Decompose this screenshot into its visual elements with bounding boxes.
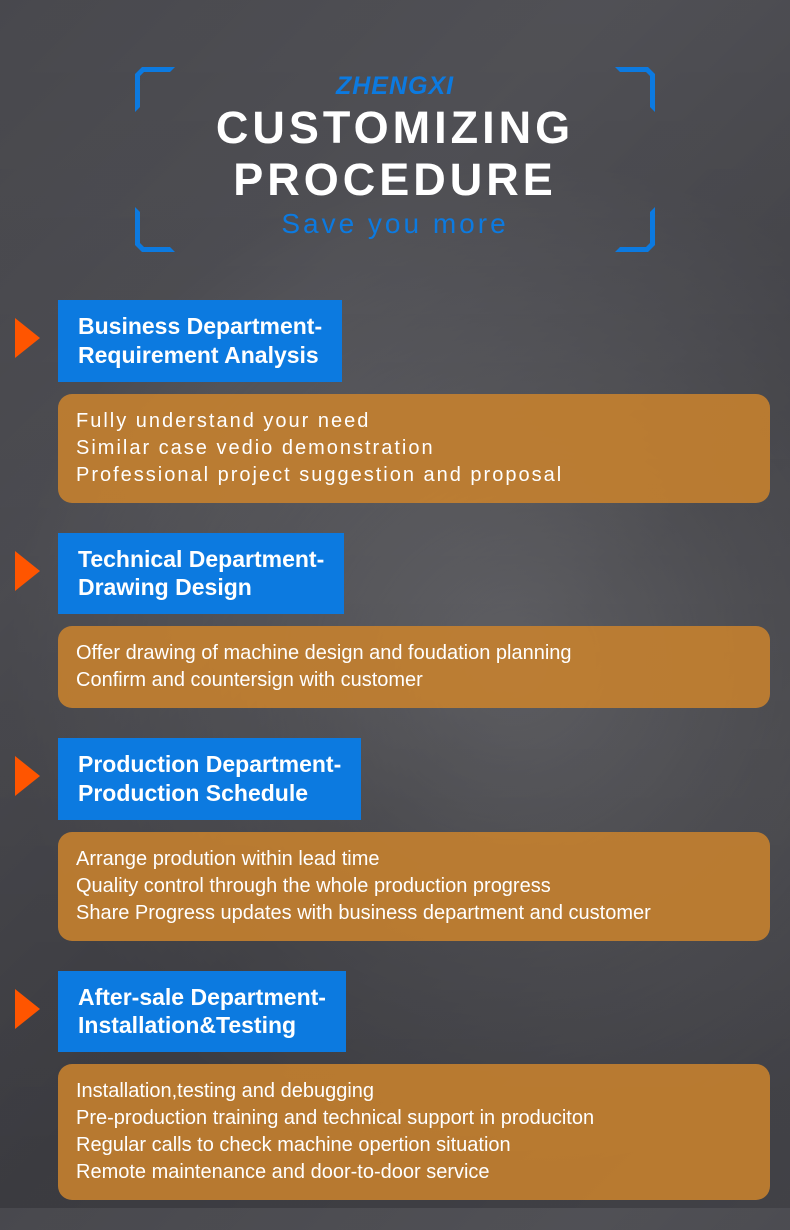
header-frame: ZHENGXI CUSTOMIZING PROCEDURE Save you m… [130,62,660,257]
section-content: Fully understand your needSimilar case v… [58,394,770,503]
content-line: Remote maintenance and door-to-door serv… [76,1159,752,1186]
subtitle: Save you more [130,208,660,240]
content-line: Installation,testing and debugging [76,1078,752,1105]
arrow-icon [15,989,40,1029]
sections-container: Business Department-Requirement Analysis… [0,300,790,1230]
section-header-line2: Production Schedule [78,779,341,808]
content-line: Regular calls to check machine opertion … [76,1132,752,1159]
section-header-line1: Business Department- [78,312,322,341]
content-line: Offer drawing of machine design and foud… [76,640,752,667]
procedure-section: After-sale Department-Installation&Testi… [0,971,790,1201]
content-line: Quality control through the whole produc… [76,873,752,900]
content-line: Professional project suggestion and prop… [76,462,752,489]
section-header: Business Department-Requirement Analysis [58,300,342,382]
content-line: Fully understand your need [76,408,752,435]
content-line: Arrange prodution within lead time [76,846,752,873]
content-line: Share Progress updates with business dep… [76,900,752,927]
section-header-line2: Requirement Analysis [78,341,322,370]
title-line-2: PROCEDURE [130,155,660,205]
corner-bracket-bl-icon [130,202,180,257]
content-line: Confirm and countersign with customer [76,667,752,694]
content-line: Similar case vedio demonstration [76,435,752,462]
title-line-1: CUSTOMIZING [130,103,660,153]
section-content: Offer drawing of machine design and foud… [58,626,770,708]
corner-bracket-tl-icon [130,62,180,117]
section-header: Production Department-Production Schedul… [58,738,361,820]
procedure-section: Production Department-Production Schedul… [0,738,790,941]
content-line: Pre-production training and technical su… [76,1105,752,1132]
section-header-line1: After-sale Department- [78,983,326,1012]
header-content: ZHENGXI CUSTOMIZING PROCEDURE Save you m… [130,62,660,240]
procedure-section: Technical Department-Drawing Design Offer… [0,533,790,709]
section-header-line2: Drawing Design [78,573,324,602]
section-header-line2: Installation&Testing [78,1011,326,1040]
section-header-line1: Production Department- [78,750,341,779]
procedure-section: Business Department-Requirement Analysis… [0,300,790,503]
section-header: Technical Department-Drawing Design [58,533,344,615]
corner-bracket-tr-icon [610,62,660,117]
arrow-icon [15,551,40,591]
brand-name: ZHENGXI [130,72,660,101]
section-content: Arrange prodution within lead timeQualit… [58,832,770,941]
arrow-icon [15,756,40,796]
arrow-icon [15,318,40,358]
section-header: After-sale Department-Installation&Testi… [58,971,346,1053]
corner-bracket-br-icon [610,202,660,257]
section-header-line1: Technical Department- [78,545,324,574]
section-content: Installation,testing and debuggingPre-pr… [58,1064,770,1200]
